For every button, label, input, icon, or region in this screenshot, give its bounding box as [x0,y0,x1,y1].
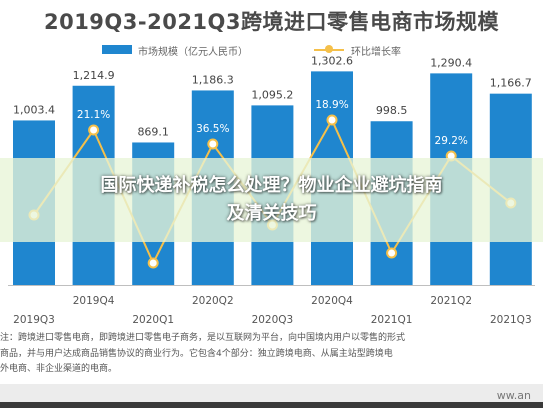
growth-rate-label: 36.5% [196,123,229,135]
legend-bar-swatch [102,45,132,54]
growth-rate-label: 29.2% [435,135,468,147]
footnote-line-3: 外电商、非企业渠道的电商。 [0,364,118,374]
overlay-banner-text[interactable]: 国际快递补税怎么处理？物业企业避坑指南 及清关技巧 [0,172,543,228]
bar-value-label: 1,003.4 [13,103,55,116]
x-tick-label: 2020Q4 [311,295,353,307]
x-tick-label: 2021Q2 [430,295,472,307]
bar-value-label: 1,186.3 [192,73,234,86]
legend-line-dot [325,45,333,53]
growth-rate-point [326,114,338,126]
x-tick-label: 2021Q3 [490,314,532,326]
source-watermark: ww.an [496,389,531,402]
chart-title: 2019Q3-2021Q3跨境进口零售电商市场规模 [43,10,500,34]
x-tick-label: 2019Q3 [13,314,55,326]
growth-rate-point [88,124,100,136]
footnote-line-2: 商品，并与用户达成商品销售协议的商业行为。它包含4个部分：独立跨境电商、从属主站… [0,348,393,359]
growth-rate-point [207,138,219,150]
x-tick-label: 2020Q2 [192,295,234,307]
growth-rate-point [147,257,159,269]
banner-line-2: 及清关技巧 [226,203,317,224]
bar-value-label: 1,290.4 [430,56,472,69]
bar-value-label: 869.1 [137,125,169,138]
growth-rate-label: 18.9% [315,99,348,111]
x-tick-label: 2020Q3 [252,314,294,326]
footnote-line-1: 注：跨境进口零售电商，即跨境进口零售电子商务，是以互联网为平台，向中国境内用户以… [0,333,406,343]
bar-value-label: 1,214.9 [73,69,115,82]
x-tick-label: 2021Q1 [371,314,413,326]
x-tick-label: 2019Q4 [73,295,115,307]
legend-bar-label: 市场规模（亿元人民币） [138,47,248,58]
growth-rate-label: 21.1% [77,109,110,121]
chart-legend: 市场规模（亿元人民币） 环比增长率 [0,42,543,58]
x-tick-label: 2020Q1 [132,314,174,326]
banner-line-1: 国际快递补税怎么处理？物业企业避坑指南 [100,175,443,196]
overlay-banner [0,158,543,242]
bottom-edge [0,402,543,408]
legend-line-label: 环比增长率 [351,47,401,58]
bar-value-label: 1,095.2 [251,88,293,101]
growth-rate-point [386,247,398,259]
bar-value-label: 998.5 [376,104,408,117]
footnote: 注：跨境进口零售电商，即跨境进口零售电子商务，是以互联网为平台，向中国境内用户以… [0,331,543,378]
bar-value-label: 1,166.7 [490,77,532,90]
bar-value-label: 1,302.6 [311,54,353,67]
